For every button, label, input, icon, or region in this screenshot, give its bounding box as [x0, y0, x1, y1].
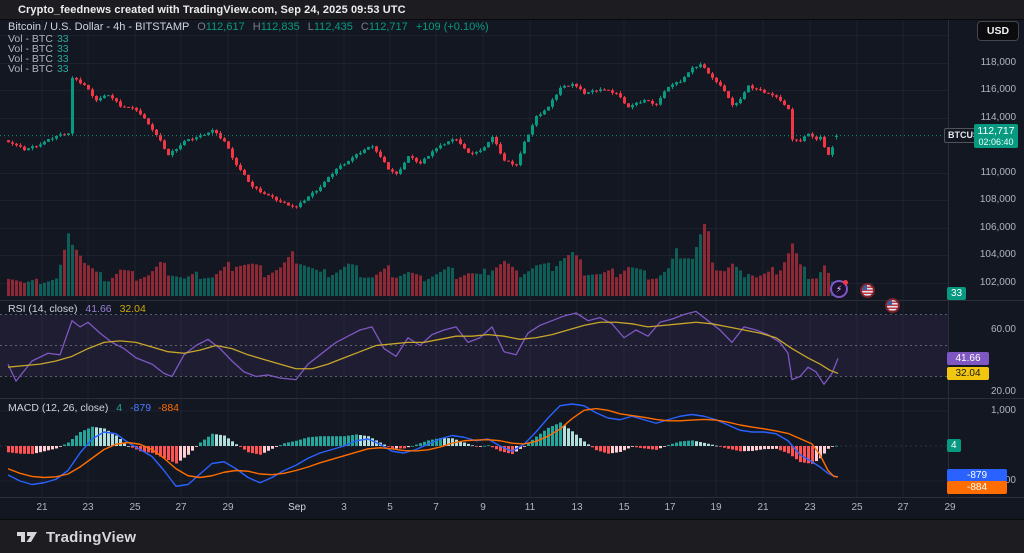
rsi-tick: 60.00 — [990, 324, 1016, 335]
time-tick: 7 — [433, 502, 439, 513]
macd-legend-row[interactable]: MACD (12, 26, close) 4 -879 -884 — [8, 402, 179, 414]
time-tick: 23 — [82, 502, 94, 513]
time-tick: 29 — [222, 502, 234, 513]
rsi-label: RSI (14, close) — [8, 303, 78, 315]
snapshot-caption: Crypto_feednews created with TradingView… — [18, 3, 406, 16]
close-value: 112,717 — [368, 21, 408, 33]
change-value: +109 (+0.10%) — [415, 21, 489, 33]
time-tick: 27 — [175, 502, 187, 513]
time-tick: 27 — [897, 502, 909, 513]
tradingview-logo-icon — [17, 532, 37, 542]
time-tick: 19 — [710, 502, 722, 513]
price-tick: 106,000 — [979, 222, 1016, 233]
vol-label: Vol - BTC — [8, 53, 53, 65]
rsi-ma-value: 32.04 — [119, 303, 146, 315]
rsi-ma-value-badge: 32.04 — [947, 367, 989, 380]
price-tick: 108,000 — [979, 194, 1016, 205]
time-tick: 25 — [851, 502, 863, 513]
notification-dot — [843, 280, 848, 285]
vol-value: 33 — [56, 53, 69, 65]
bar-countdown: 02:06:40 — [978, 137, 1014, 147]
vol-label: Vol - BTC — [8, 63, 53, 75]
time-tick: 11 — [524, 502, 536, 513]
volume-legend-row[interactable]: Vol - BTC 33 — [8, 43, 489, 55]
time-tick: 13 — [571, 502, 583, 513]
price-tick: 116,000 — [980, 84, 1016, 95]
flash-event-icon[interactable]: ⚡ — [830, 280, 848, 298]
vol-value: 33 — [56, 33, 69, 45]
us-flag-event-icon[interactable] — [885, 298, 900, 313]
bottom-banner: TradingView — [0, 519, 1024, 553]
volume-legend-row[interactable]: Vol - BTC 33 — [8, 33, 489, 45]
currency-toggle-button[interactable]: USD — [977, 21, 1019, 41]
tradingview-logo-text: TradingView — [46, 528, 137, 546]
macd-line-badge: -879 — [947, 469, 1007, 482]
close-label: C — [360, 21, 369, 33]
tradingview-logo[interactable]: TradingView — [16, 528, 136, 546]
time-tick: 21 — [36, 502, 48, 513]
us-flag-event-icon[interactable] — [860, 283, 875, 298]
time-tick: 21 — [757, 502, 769, 513]
volume-badge: 33 — [947, 287, 967, 300]
time-tick: 23 — [804, 502, 816, 513]
vol-label: Vol - BTC — [8, 33, 53, 45]
top-banner: Crypto_feednews created with TradingView… — [0, 0, 1024, 20]
last-price-badge[interactable]: 112,717 02:06:40 — [974, 124, 1018, 148]
time-tick: Sep — [288, 502, 306, 513]
volume-legend-row[interactable]: Vol - BTC 33 — [8, 53, 489, 65]
vol-label: Vol - BTC — [8, 43, 53, 55]
price-tick: 110,000 — [980, 167, 1016, 178]
time-tick: 25 — [129, 502, 141, 513]
price-tick: 118,000 — [980, 57, 1016, 68]
symbol-legend-row[interactable]: Bitcoin / U.S. Dollar - 4h - BITSTAMP O1… — [8, 21, 489, 34]
rsi-legend-row[interactable]: RSI (14, close) 41.66 32.04 — [8, 303, 146, 315]
time-tick: 29 — [944, 502, 956, 513]
vol-value: 33 — [56, 63, 69, 75]
time-tick: 5 — [387, 502, 393, 513]
legend: Bitcoin / U.S. Dollar - 4h - BITSTAMP O1… — [8, 21, 489, 74]
time-tick: 9 — [480, 502, 486, 513]
macd-hist-badge: 4 — [947, 439, 961, 452]
price-tick: 102,000 — [979, 277, 1016, 288]
symbol-title: Bitcoin / U.S. Dollar - 4h - BITSTAMP — [8, 21, 190, 33]
macd-hist-value: 4 — [116, 402, 123, 414]
price-tick: 114,000 — [980, 112, 1016, 123]
macd-line-value: -879 — [130, 402, 152, 414]
macd-signal-value: -884 — [158, 402, 180, 414]
vol-value: 33 — [56, 43, 69, 55]
time-tick: 15 — [618, 502, 630, 513]
price-tick: 104,000 — [979, 249, 1016, 260]
macd-tick: 1,000 — [990, 405, 1016, 416]
macd-signal-badge: -884 — [947, 481, 1007, 494]
low-label: L — [307, 21, 314, 33]
low-value: 112,435 — [313, 21, 353, 33]
high-value: 112,835 — [260, 21, 300, 33]
time-tick: 3 — [341, 502, 347, 513]
last-price: 112,717 — [977, 125, 1015, 137]
volume-legend-row[interactable]: Vol - BTC 33 — [8, 63, 489, 75]
rsi-value: 41.66 — [85, 303, 112, 315]
rsi-value-badge: 41.66 — [947, 352, 989, 365]
time-tick: 17 — [664, 502, 676, 513]
rsi-tick: 20.00 — [990, 386, 1016, 397]
open-label: O — [197, 21, 206, 33]
high-label: H — [252, 21, 261, 33]
macd-label: MACD (12, 26, close) — [8, 402, 109, 414]
open-value: 112,617 — [205, 21, 245, 33]
